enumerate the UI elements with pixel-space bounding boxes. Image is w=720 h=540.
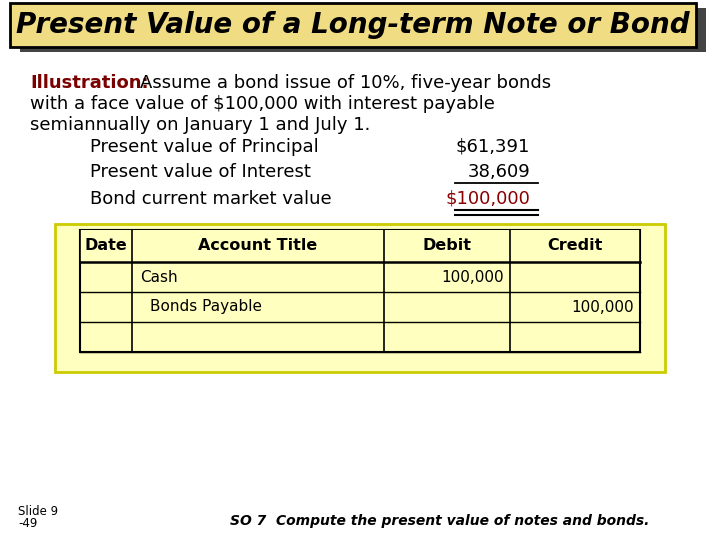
Text: 100,000: 100,000 xyxy=(572,300,634,314)
Text: Credit: Credit xyxy=(547,239,603,253)
Text: 100,000: 100,000 xyxy=(441,269,504,285)
Bar xyxy=(20,8,706,52)
Text: semiannually on January 1 and July 1.: semiannually on January 1 and July 1. xyxy=(30,116,370,134)
Text: Cash: Cash xyxy=(140,269,178,285)
Bar xyxy=(80,230,640,262)
Text: $61,391: $61,391 xyxy=(456,138,530,156)
Text: Illustration:: Illustration: xyxy=(30,74,148,92)
Text: Bonds Payable: Bonds Payable xyxy=(150,300,262,314)
Text: $100,000: $100,000 xyxy=(445,190,530,208)
Bar xyxy=(10,3,696,47)
Text: 38,609: 38,609 xyxy=(467,163,530,181)
Bar xyxy=(55,224,665,372)
Text: Assume a bond issue of 10%, five-year bonds: Assume a bond issue of 10%, five-year bo… xyxy=(140,74,551,92)
Text: SO 7  Compute the present value of notes and bonds.: SO 7 Compute the present value of notes … xyxy=(230,514,649,528)
Text: Account Title: Account Title xyxy=(199,239,318,253)
Text: Slide 9: Slide 9 xyxy=(18,505,58,518)
Text: Present Value of a Long-term Note or Bond: Present Value of a Long-term Note or Bon… xyxy=(16,11,690,39)
Text: -49: -49 xyxy=(18,517,37,530)
Text: with a face value of $100,000 with interest payable: with a face value of $100,000 with inter… xyxy=(30,95,495,113)
Text: Bond current market value: Bond current market value xyxy=(90,190,332,208)
Text: Date: Date xyxy=(85,239,127,253)
Text: Present value of Interest: Present value of Interest xyxy=(90,163,311,181)
Text: Present value of Principal: Present value of Principal xyxy=(90,138,319,156)
Bar xyxy=(80,230,640,352)
Text: Debit: Debit xyxy=(423,239,472,253)
